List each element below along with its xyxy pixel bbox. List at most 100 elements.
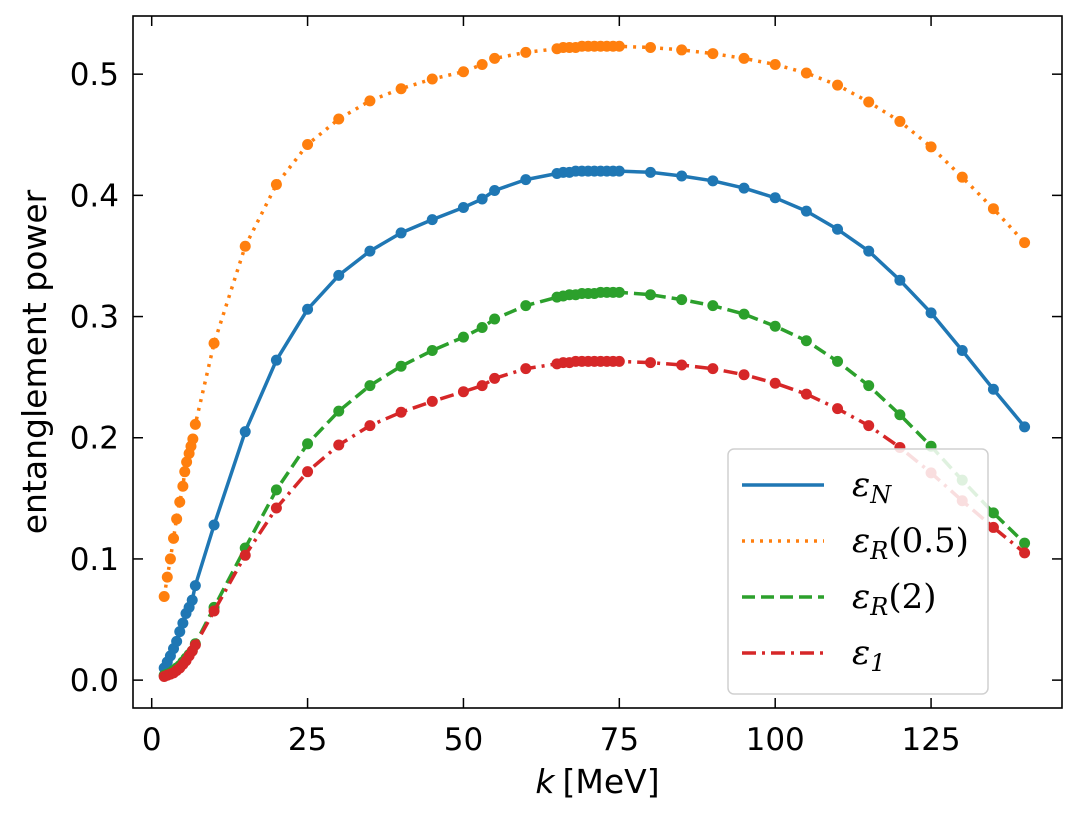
- x-tick-label: 100: [746, 722, 805, 758]
- data-point: [161, 571, 173, 583]
- data-point: [676, 294, 688, 306]
- data-point: [364, 95, 376, 107]
- data-point: [520, 300, 532, 312]
- y-tick-label: 0.3: [70, 300, 119, 336]
- data-point: [189, 580, 201, 592]
- data-point: [333, 113, 345, 125]
- data-point: [676, 44, 688, 56]
- data-point: [987, 383, 999, 395]
- y-axis-title: entanglement power: [15, 189, 54, 534]
- data-point: [489, 185, 501, 197]
- data-point: [925, 307, 937, 319]
- data-point: [189, 639, 201, 651]
- data-point: [1019, 537, 1031, 549]
- data-point: [863, 380, 875, 392]
- data-point: [987, 203, 999, 215]
- data-point: [707, 48, 719, 60]
- data-point: [800, 335, 812, 347]
- x-axis-variable: k: [535, 762, 556, 801]
- data-point: [239, 240, 251, 252]
- data-point: [863, 96, 875, 108]
- data-point: [707, 363, 719, 375]
- data-point: [457, 66, 469, 78]
- data-point: [1019, 547, 1031, 559]
- data-point: [333, 269, 345, 281]
- data-point: [186, 594, 198, 606]
- data-point: [987, 507, 999, 519]
- series-2: [158, 40, 1031, 603]
- data-point: [769, 320, 781, 332]
- data-point: [769, 377, 781, 389]
- data-point: [644, 357, 656, 369]
- data-point: [177, 617, 189, 629]
- data-point: [208, 519, 220, 531]
- data-point: [644, 42, 656, 54]
- data-point: [832, 403, 844, 415]
- data-point: [426, 344, 438, 356]
- data-point: [302, 303, 314, 315]
- tick-marks: [133, 16, 1062, 708]
- data-point: [457, 386, 469, 398]
- data-point: [800, 67, 812, 79]
- data-point: [707, 300, 719, 312]
- data-point: [302, 438, 314, 450]
- data-point: [1019, 237, 1031, 249]
- x-tick-label: 0: [142, 722, 162, 758]
- data-point: [457, 201, 469, 213]
- data-point: [270, 354, 282, 366]
- data-point: [395, 406, 407, 418]
- legend-label: εR(2): [852, 577, 937, 621]
- plot-frame: [132, 15, 1063, 709]
- data-point: [364, 420, 376, 432]
- data-point: [208, 605, 220, 617]
- data-point: [239, 549, 251, 561]
- x-tick-label: 125: [901, 722, 960, 758]
- data-point: [270, 484, 282, 496]
- data-point: [168, 532, 180, 544]
- data-point: [769, 58, 781, 70]
- data-point: [426, 214, 438, 226]
- data-point: [676, 170, 688, 182]
- data-point: [476, 193, 488, 205]
- data-point: [738, 369, 750, 381]
- data-point: [302, 138, 314, 150]
- data-point: [476, 380, 488, 392]
- data-point: [426, 395, 438, 407]
- data-point: [174, 626, 186, 638]
- y-tick-label: 0.0: [70, 663, 119, 699]
- data-point: [364, 245, 376, 257]
- y-tick-label: 0.5: [70, 57, 119, 93]
- data-point: [239, 426, 251, 438]
- data-point: [208, 337, 220, 349]
- series-group: [158, 40, 1031, 682]
- data-point: [863, 245, 875, 257]
- data-point: [613, 355, 625, 367]
- data-point: [489, 372, 501, 384]
- data-point: [177, 480, 189, 492]
- data-point: [158, 591, 170, 603]
- data-point: [333, 439, 345, 451]
- data-point: [925, 141, 937, 153]
- data-point: [956, 344, 968, 356]
- x-tick-label: 50: [444, 722, 483, 758]
- data-point: [894, 115, 906, 127]
- y-tick-label: 0.1: [70, 542, 119, 578]
- data-point: [1019, 421, 1031, 433]
- data-point: [832, 355, 844, 367]
- y-tick-label: 0.4: [70, 178, 119, 214]
- data-point: [613, 286, 625, 298]
- data-point: [738, 308, 750, 320]
- x-tick-label: 25: [288, 722, 327, 758]
- x-tick-labels: 0 25 50 75 100 125: [142, 722, 961, 758]
- x-axis-title: k [MeV]: [535, 762, 659, 801]
- data-point: [395, 83, 407, 95]
- data-point: [894, 409, 906, 421]
- data-point: [738, 52, 750, 64]
- data-point: [894, 274, 906, 286]
- data-point: [863, 420, 875, 432]
- data-point: [270, 502, 282, 514]
- data-point: [738, 182, 750, 194]
- data-point: [174, 496, 186, 508]
- legend-label: εR(0.5): [852, 521, 969, 565]
- data-point: [426, 73, 438, 85]
